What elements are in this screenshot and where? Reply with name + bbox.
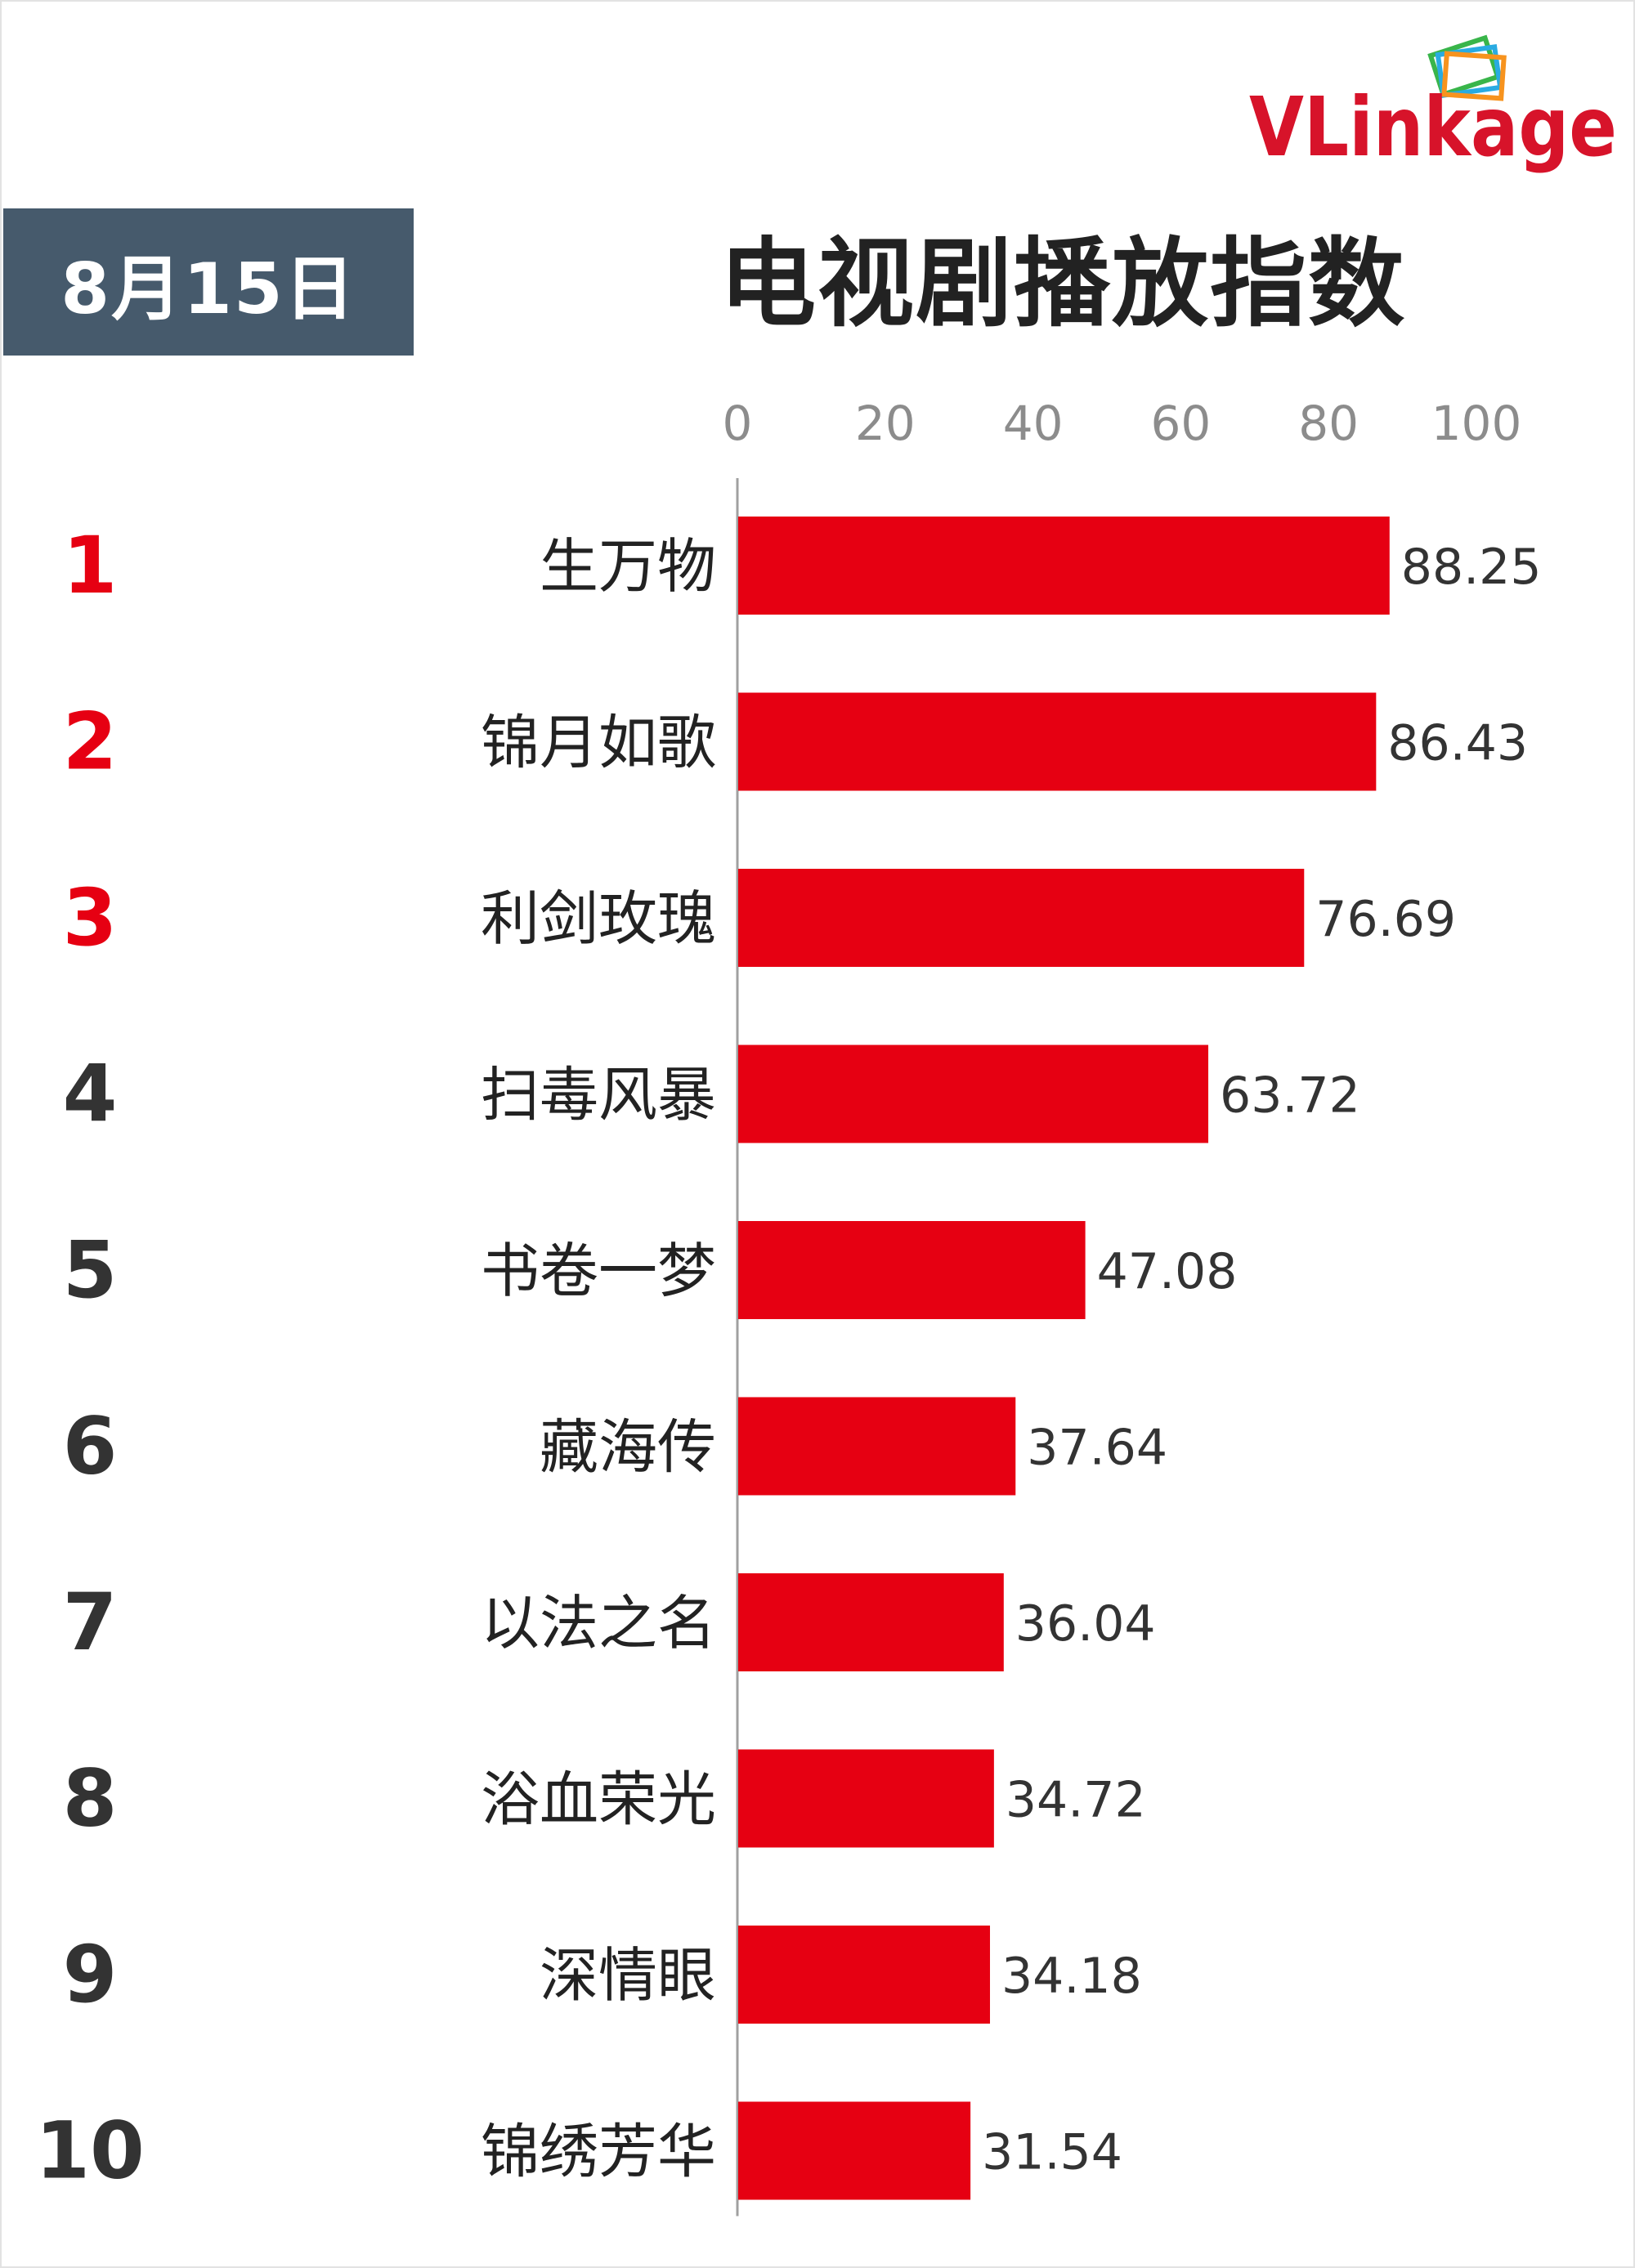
value-label: 37.64 [1027,1420,1167,1477]
brand-logo: VLinkage [1243,25,1627,180]
brand-logo-text: VLinkage [1249,79,1617,175]
value-label: 88.25 [1401,539,1542,596]
drama-name: 以法之名 [481,1589,716,1657]
drama-name: 生万物 [540,532,716,601]
x-tick-label: 0 [723,396,753,451]
rank-number: 8 [63,1753,118,1845]
date-badge: 8月15日 [3,208,414,356]
bar [738,692,1377,791]
x-tick-label: 60 [1150,396,1211,451]
bar [738,1749,994,1848]
drama-name: 利剑玫瑰 [481,884,716,953]
x-tick-label: 20 [855,396,916,451]
drama-name: 锦绣芳华 [481,2118,716,2186]
rank-number: 9 [63,1929,118,2020]
value-label: 34.18 [1001,1948,1142,2005]
value-label: 31.54 [982,2124,1122,2181]
bar [738,1397,1016,1496]
rank-number: 5 [63,1224,118,1316]
rank-number: 4 [63,1049,118,1140]
value-label: 47.08 [1097,1243,1238,1300]
rank-number: 7 [63,1577,118,1668]
x-tick-label: 80 [1298,396,1359,451]
drama-name: 深情眼 [540,1941,716,2010]
rank-number: 1 [63,520,118,611]
x-tick-label: 100 [1431,396,1522,451]
value-label: 63.72 [1220,1067,1360,1125]
rank-number: 2 [63,696,118,788]
chart-title: 电视剧播放指数 [719,227,1407,340]
value-label: 34.72 [1006,1772,1146,1829]
value-label: 86.43 [1387,715,1528,772]
bar [738,1926,990,2024]
drama-name: 浴血荣光 [481,1765,716,1834]
bar [738,1573,1004,1671]
value-label: 76.69 [1315,891,1456,948]
bar [738,517,1390,615]
rank-number: 3 [63,872,118,964]
x-tick-label: 40 [1003,396,1064,451]
bar [738,869,1305,967]
rank-number: 10 [35,2105,145,2197]
rank-number: 6 [63,1401,118,1492]
stacked-cards-icon [1427,34,1507,101]
bar [738,1045,1209,1143]
bar [738,2101,971,2200]
drama-name: 藏海传 [540,1413,716,1482]
drama-name: 书卷一梦 [481,1237,716,1305]
drama-name: 扫毒风暴 [481,1061,716,1130]
bar [738,1221,1086,1319]
drama-name: 锦月如歌 [481,709,716,777]
value-label: 36.04 [1015,1595,1156,1653]
